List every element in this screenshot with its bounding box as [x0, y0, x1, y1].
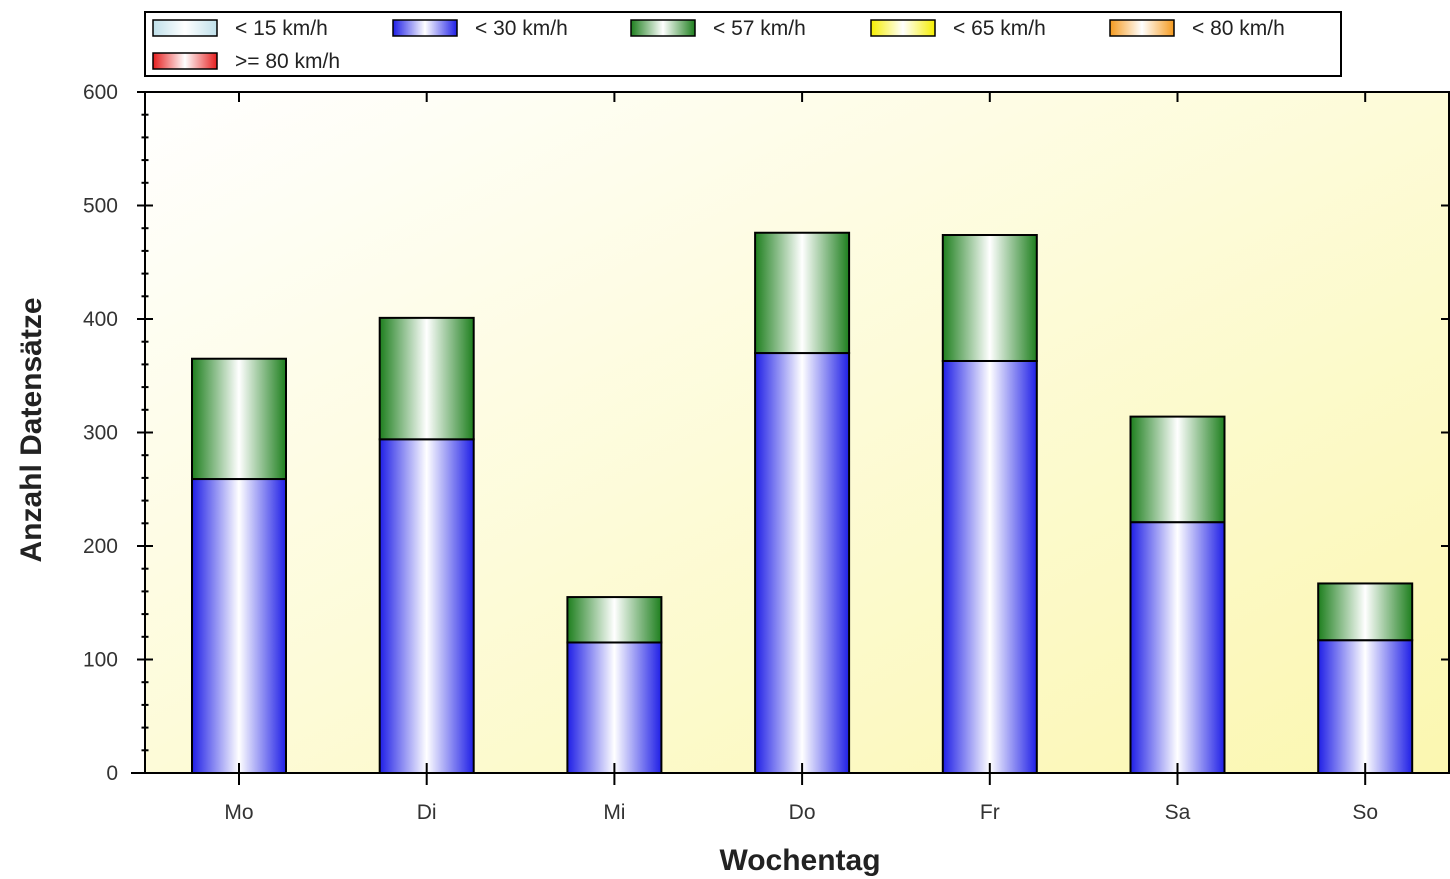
- x-tick-label-mo: Mo: [224, 801, 253, 824]
- legend-label-series-3-65-km-h: < 65 km/h: [953, 17, 1046, 40]
- x-axis: Mo Di Mi Do Fr Sa So: [131, 92, 1450, 824]
- y-tick-label: 600: [83, 81, 118, 104]
- legend-label-series-1-30-km-h: < 30 km/h: [475, 17, 568, 40]
- y-tick-label: 0: [106, 762, 118, 785]
- bar-mo-series-1-30-km-h: [191, 478, 287, 774]
- legend: < 15 km/h < 30 km/h < 57 km/h < 65 km/h < 80…: [144, 11, 1342, 77]
- bar-di-series-1-30-km-h: [378, 438, 475, 774]
- y-tick-label: 100: [83, 649, 118, 672]
- x-tick-label-sa: Sa: [1165, 801, 1191, 824]
- legend-label-series-4-80-km-h: < 80 km/h: [1192, 17, 1285, 40]
- y-axis-title: Anzahl Datensätze: [15, 297, 48, 562]
- y-tick-label: 300: [83, 422, 118, 445]
- bars: [191, 231, 1414, 775]
- legend-label-series-0-15-km-h: < 15 km/h: [235, 17, 328, 40]
- legend-swatch-series-1-30-km-h: [392, 19, 458, 37]
- x-tick-label-fr: Fr: [980, 801, 1000, 824]
- x-tick-label-so: So: [1352, 801, 1378, 824]
- bar-di-series-2-57-km-h: [378, 316, 475, 441]
- legend-swatch-series-0-15-km-h: [152, 19, 218, 37]
- legend-swatch-series-4-80-km-h: [1109, 19, 1175, 37]
- x-tick-label-do: Do: [789, 801, 816, 824]
- bar-do-series-1-30-km-h: [754, 352, 851, 774]
- bar-so-series-2-57-km-h: [1317, 582, 1414, 642]
- bar-mo-series-2-57-km-h: [191, 357, 287, 481]
- x-tick-label-di: Di: [417, 801, 437, 824]
- bar-fr-series-2-57-km-h: [941, 234, 1038, 362]
- y-tick-label: 200: [83, 535, 118, 558]
- bar-so-series-1-30-km-h: [1317, 639, 1414, 775]
- legend-swatch-series-3-65-km-h: [870, 19, 936, 37]
- bar-mi-series-2-57-km-h: [566, 596, 663, 644]
- legend-swatch-series-5-80-km-h: [152, 52, 218, 70]
- x-axis-title: Wochentag: [719, 844, 880, 877]
- y-tick-label: 500: [83, 195, 118, 218]
- bar-mi-series-1-30-km-h: [566, 641, 663, 774]
- x-tick-label-mi: Mi: [603, 801, 625, 824]
- legend-label-series-5-80-km-h: >= 80 km/h: [235, 50, 340, 73]
- bar-do-series-2-57-km-h: [754, 231, 851, 355]
- bar-fr-series-1-30-km-h: [941, 359, 1038, 774]
- y-axis: 0 100 200 300 400 500 600: [83, 81, 1450, 785]
- legend-label-series-2-57-km-h: < 57 km/h: [713, 17, 806, 40]
- bar-sa-series-2-57-km-h: [1129, 415, 1226, 524]
- y-tick-label: 400: [83, 308, 118, 331]
- bar-sa-series-1-30-km-h: [1129, 521, 1226, 774]
- legend-swatch-series-2-57-km-h: [630, 19, 696, 37]
